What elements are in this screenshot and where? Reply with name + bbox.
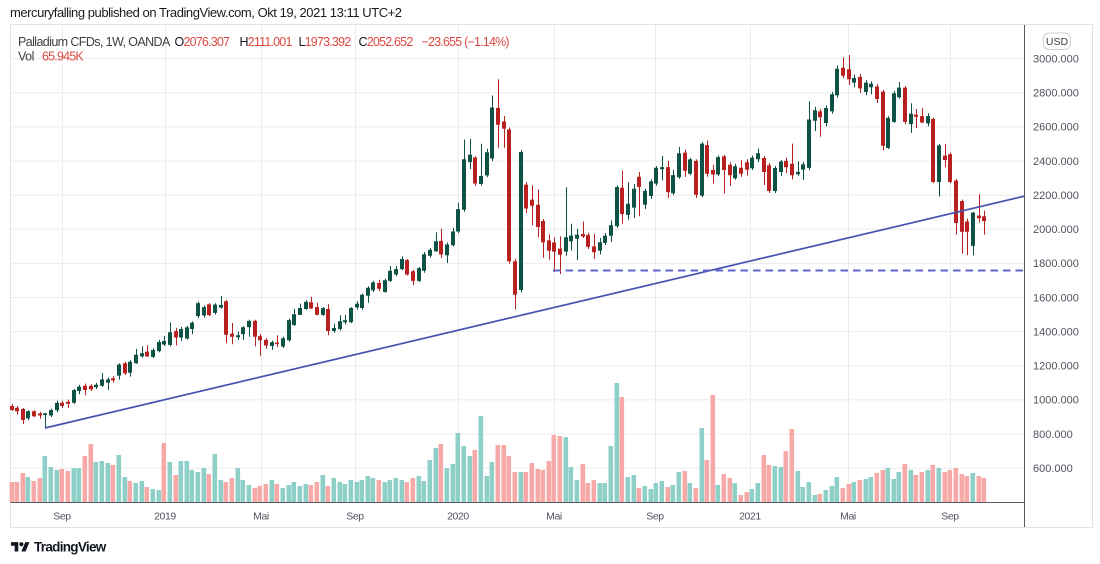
svg-text:−23.655 (−1.14%): −23.655 (−1.14%) <box>422 35 510 49</box>
svg-text:mercuryfalling published on Tr: mercuryfalling published on TradingView.… <box>10 5 402 20</box>
svg-text:65.945K: 65.945K <box>42 50 84 64</box>
svg-text:C2052.652: C2052.652 <box>359 35 414 49</box>
svg-text:Vol: Vol <box>18 50 34 64</box>
svg-text:O2076.307: O2076.307 <box>175 35 231 49</box>
svg-text:USD: USD <box>1046 36 1069 48</box>
svg-text:1000.000: 1000.000 <box>1033 395 1079 407</box>
svg-text:1600.000: 1600.000 <box>1033 292 1079 304</box>
svg-text:2600.000: 2600.000 <box>1033 122 1079 134</box>
svg-text:Sep: Sep <box>53 511 71 523</box>
svg-text:600.000: 600.000 <box>1033 463 1073 475</box>
svg-text:1800.000: 1800.000 <box>1033 258 1079 270</box>
svg-text:Sep: Sep <box>346 511 364 523</box>
svg-text:2800.000: 2800.000 <box>1033 88 1079 100</box>
svg-text:2400.000: 2400.000 <box>1033 156 1079 168</box>
svg-text:TradingView: TradingView <box>34 540 107 555</box>
svg-text:1400.000: 1400.000 <box>1033 326 1079 338</box>
svg-text:H2111.001: H2111.001 <box>240 35 293 49</box>
svg-text:Palladium CFDs, 1W, OANDA: Palladium CFDs, 1W, OANDA <box>18 35 171 49</box>
svg-text:1200.000: 1200.000 <box>1033 361 1079 373</box>
svg-text:Sep: Sep <box>646 511 664 523</box>
svg-text:L1973.392: L1973.392 <box>299 35 352 49</box>
svg-text:800.000: 800.000 <box>1033 429 1073 441</box>
svg-text:3000.000: 3000.000 <box>1033 53 1079 65</box>
svg-text:Mai: Mai <box>546 511 562 523</box>
svg-text:2000.000: 2000.000 <box>1033 224 1079 236</box>
svg-text:Mai: Mai <box>840 511 856 523</box>
svg-text:Sep: Sep <box>941 511 959 523</box>
svg-text:Mai: Mai <box>253 511 269 523</box>
svg-text:2021: 2021 <box>739 511 761 523</box>
svg-text:2020: 2020 <box>447 511 469 523</box>
svg-text:2019: 2019 <box>154 511 176 523</box>
svg-text:2200.000: 2200.000 <box>1033 190 1079 202</box>
